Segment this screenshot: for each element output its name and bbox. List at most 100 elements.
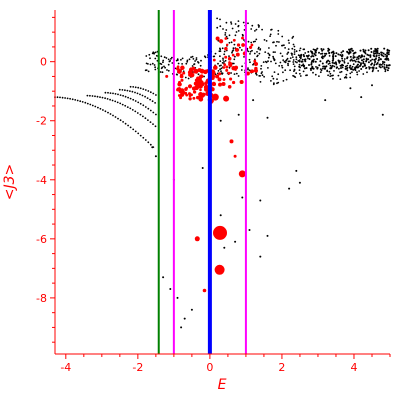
data-point-black [151,100,154,103]
data-point-black [286,53,289,55]
data-point-red [214,264,225,275]
data-point-black [223,246,226,249]
data-point-black [186,59,189,62]
data-point-black [334,55,337,58]
data-point-black [312,67,315,70]
data-point-black [137,132,140,135]
data-point-black [232,62,235,65]
data-point-black [314,54,317,57]
data-point-red [253,59,257,63]
data-point-black [358,70,360,72]
data-point-black [366,53,369,56]
data-point-black [310,63,313,66]
data-point-black [382,60,384,63]
data-point-red [180,73,183,77]
data-point-black [298,49,301,52]
data-point-black [291,47,294,50]
data-point-black [378,63,381,66]
data-point-red [213,65,218,70]
data-point-black [332,55,335,58]
data-point-red [239,79,244,85]
data-point-black [131,90,134,93]
data-point-black [248,229,251,231]
data-point-black [302,65,305,68]
data-point-black [163,65,165,68]
data-point-black [311,65,314,68]
data-point-black [292,43,295,46]
data-point-red [176,65,180,69]
data-point-black [193,63,196,65]
data-point-black [388,49,391,52]
data-point-black [176,73,179,76]
data-point-black [134,100,137,102]
data-point-black [153,64,156,66]
data-point-black [264,60,267,63]
data-point-black [332,77,334,80]
data-point-black [259,81,262,83]
ticks-layer: -4 -2 0 2 4 0 -2 -4 -6 -8 [36,16,391,374]
data-point-black [230,72,233,74]
data-point-black [114,116,117,118]
data-point-black [122,121,124,123]
data-point-black [255,28,258,31]
data-point-black [256,55,258,58]
data-point-black [234,240,237,243]
data-point-red [179,89,184,94]
data-point-black [383,61,386,64]
data-point-black [349,76,352,79]
data-point-black [183,317,186,320]
data-point-black [180,326,183,329]
data-point-black [220,70,222,73]
data-point-black [295,50,298,53]
data-point-black [324,52,326,55]
data-point-black [283,44,285,47]
data-point-black [144,95,147,98]
data-point-black [333,65,336,68]
data-point-black [332,52,335,55]
data-point-black [263,39,266,41]
data-point-black [356,73,359,76]
data-point-black [219,119,222,122]
data-point-black [299,75,302,77]
data-point-black [367,58,370,61]
data-point-black [191,55,194,58]
data-point-black [341,63,344,66]
data-point-black [300,60,303,63]
data-point-black [145,55,148,57]
data-point-black [293,65,296,68]
data-point-black [149,143,152,146]
data-point-black [107,91,109,94]
data-point-black [181,57,184,60]
data-point-black [340,70,343,73]
data-point-black [293,51,296,53]
data-point-black [386,48,389,51]
data-point-black [237,113,240,116]
data-point-black [333,62,336,65]
data-point-red [224,55,228,59]
data-point-black [239,46,241,49]
data-point-black [327,49,330,52]
x-tick-label: -4 [60,361,71,374]
data-point-black [129,126,132,129]
data-point-black [129,107,132,110]
data-point-black [259,199,262,202]
data-point-red [202,288,207,293]
data-point-black [149,109,152,112]
data-point-black [324,99,327,102]
data-point-black [340,51,343,54]
data-point-red [227,56,232,61]
data-point-black [225,21,228,24]
data-point-black [352,56,355,59]
data-point-black [328,60,331,63]
data-point-black [385,64,388,67]
data-point-black [343,61,346,64]
data-point-black [112,92,114,95]
data-point-black [378,56,381,59]
data-point-black [99,107,102,110]
data-point-black [298,69,301,71]
data-point-black [387,64,390,67]
data-point-red [179,96,183,100]
data-point-black [228,55,230,57]
data-point-black [171,56,173,59]
data-point-black [386,69,389,72]
